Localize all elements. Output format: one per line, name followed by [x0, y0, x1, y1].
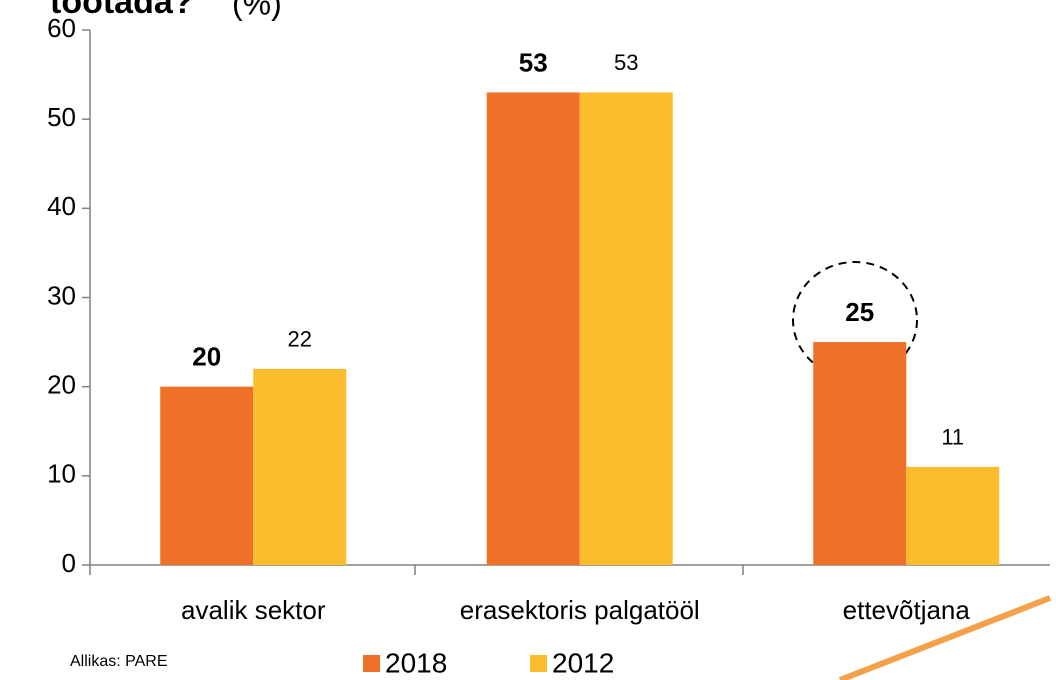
decoration [838, 595, 1052, 680]
bar [906, 466, 1000, 565]
x-tick-label: avalik sektor [181, 595, 326, 625]
data-label: 53 [519, 47, 548, 77]
bar [160, 386, 254, 565]
y-tick-label: 10 [47, 459, 76, 489]
data-label: 22 [288, 327, 312, 352]
bar [813, 342, 907, 565]
y-tick-label: 0 [62, 548, 76, 578]
data-label: 25 [845, 297, 874, 327]
x-tick-label: erasektoris palgatööl [460, 595, 700, 625]
y-tick-label: 30 [47, 280, 76, 310]
highlight-circle [792, 261, 918, 379]
bar [579, 92, 673, 566]
y-tick-label: 50 [47, 102, 76, 132]
chart-title-unit: (%) [232, 0, 282, 21]
y-tick-label: 20 [47, 370, 76, 400]
source-note: Allikas: PARE [70, 653, 168, 670]
data-label: 53 [614, 50, 638, 75]
legend-label: 2018 [385, 647, 447, 678]
bar [486, 92, 580, 566]
data-label: 11 [941, 425, 964, 450]
legend-swatch [363, 655, 380, 672]
y-tick-label: 40 [47, 191, 76, 221]
legend-swatch [530, 655, 547, 672]
chart-title: töötada? [50, 0, 194, 21]
legend-label: 2012 [552, 647, 614, 678]
x-tick-label: ettevõtjana [843, 595, 971, 625]
y-tick-label: 60 [47, 13, 76, 43]
bar [253, 368, 347, 565]
data-label: 20 [192, 342, 221, 372]
